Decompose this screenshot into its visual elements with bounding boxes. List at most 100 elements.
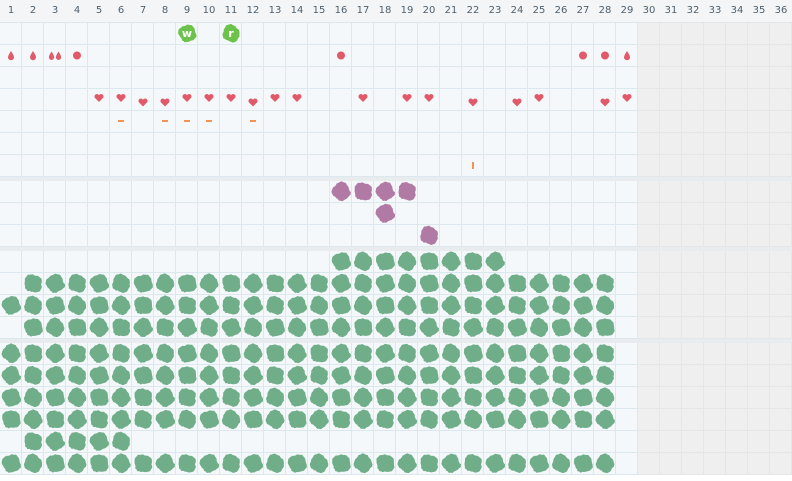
grid-cell[interactable] bbox=[22, 225, 44, 247]
green-blob-icon[interactable] bbox=[286, 273, 308, 295]
grid-cell[interactable] bbox=[198, 251, 220, 273]
grid-cell[interactable] bbox=[132, 251, 154, 273]
green-blob-icon[interactable] bbox=[506, 273, 528, 295]
grid-cell[interactable] bbox=[550, 203, 572, 225]
green-blob-icon[interactable] bbox=[88, 317, 110, 339]
grid-cell[interactable] bbox=[660, 251, 682, 273]
grid-cell[interactable] bbox=[638, 387, 660, 409]
green-blob-icon[interactable] bbox=[374, 343, 396, 365]
purple-blob-icon[interactable] bbox=[396, 181, 418, 203]
grid-cell[interactable] bbox=[66, 89, 88, 111]
grid-cell[interactable] bbox=[748, 317, 770, 339]
grid-cell[interactable] bbox=[110, 67, 132, 89]
grid-cell[interactable] bbox=[44, 89, 66, 111]
grid-cell[interactable] bbox=[528, 181, 550, 203]
grid-cell[interactable] bbox=[66, 181, 88, 203]
green-blob-icon[interactable] bbox=[572, 409, 594, 431]
grid-cell[interactable] bbox=[506, 251, 528, 273]
grid-cell[interactable] bbox=[594, 133, 616, 155]
grid-cell[interactable] bbox=[308, 67, 330, 89]
green-blob-icon[interactable] bbox=[154, 453, 176, 475]
green-blob-icon[interactable] bbox=[44, 453, 66, 475]
green-blob-icon[interactable] bbox=[176, 365, 198, 387]
green-blob-icon[interactable] bbox=[198, 343, 220, 365]
day-header-3[interactable]: 3 bbox=[51, 5, 59, 16]
green-blob-icon[interactable] bbox=[308, 273, 330, 295]
grid-cell[interactable] bbox=[704, 23, 726, 45]
grid-cell[interactable] bbox=[704, 45, 726, 67]
grid-cell[interactable] bbox=[550, 89, 572, 111]
day-header-4[interactable]: 4 bbox=[73, 5, 81, 16]
green-blob-icon[interactable] bbox=[286, 453, 308, 475]
grid-cell[interactable] bbox=[682, 273, 704, 295]
grid-cell[interactable] bbox=[506, 155, 528, 177]
grid-cell[interactable] bbox=[638, 203, 660, 225]
grid-cell[interactable] bbox=[770, 343, 792, 365]
green-blob-icon[interactable] bbox=[198, 295, 220, 317]
green-blob-icon[interactable] bbox=[88, 273, 110, 295]
grid-cell[interactable] bbox=[88, 203, 110, 225]
heart-icon[interactable] bbox=[506, 89, 528, 111]
green-blob-icon[interactable] bbox=[264, 365, 286, 387]
grid-cell[interactable] bbox=[132, 225, 154, 247]
grid-cell[interactable] bbox=[770, 133, 792, 155]
green-blob-icon[interactable] bbox=[396, 365, 418, 387]
green-blob-icon[interactable] bbox=[176, 317, 198, 339]
grid-cell[interactable] bbox=[704, 453, 726, 475]
green-blob-icon[interactable] bbox=[110, 409, 132, 431]
grid-cell[interactable] bbox=[352, 431, 374, 453]
green-blob-icon[interactable] bbox=[110, 317, 132, 339]
grid-cell[interactable] bbox=[264, 203, 286, 225]
grid-cell[interactable] bbox=[22, 67, 44, 89]
grid-cell[interactable] bbox=[660, 343, 682, 365]
green-blob-icon[interactable] bbox=[44, 295, 66, 317]
grid-cell[interactable] bbox=[22, 133, 44, 155]
grid-cell[interactable] bbox=[528, 225, 550, 247]
grid-cell[interactable] bbox=[44, 67, 66, 89]
heart-icon[interactable] bbox=[132, 89, 154, 111]
grid-cell[interactable] bbox=[0, 23, 22, 45]
grid-cell[interactable] bbox=[638, 225, 660, 247]
grid-cell[interactable] bbox=[726, 225, 748, 247]
heart-icon[interactable] bbox=[594, 89, 616, 111]
grid-cell[interactable] bbox=[308, 45, 330, 67]
grid-cell[interactable] bbox=[484, 45, 506, 67]
grid-cell[interactable] bbox=[506, 181, 528, 203]
grid-cell[interactable] bbox=[132, 111, 154, 133]
blood-drop-icon[interactable] bbox=[22, 45, 44, 67]
green-blob-icon[interactable] bbox=[110, 431, 132, 453]
green-blob-icon[interactable] bbox=[88, 453, 110, 475]
grid-cell[interactable] bbox=[770, 273, 792, 295]
grid-cell[interactable] bbox=[660, 67, 682, 89]
grid-cell[interactable] bbox=[594, 181, 616, 203]
day-header-14[interactable]: 14 bbox=[290, 5, 304, 16]
green-blob-icon[interactable] bbox=[198, 317, 220, 339]
green-blob-icon[interactable] bbox=[132, 365, 154, 387]
grid-cell[interactable] bbox=[220, 251, 242, 273]
green-blob-icon[interactable] bbox=[264, 387, 286, 409]
grid-cell[interactable] bbox=[616, 431, 638, 453]
grid-cell[interactable] bbox=[748, 251, 770, 273]
grid-cell[interactable] bbox=[704, 317, 726, 339]
dash-marker-icon[interactable] bbox=[198, 111, 220, 133]
green-blob-icon[interactable] bbox=[374, 317, 396, 339]
grid-cell[interactable] bbox=[594, 431, 616, 453]
grid-cell[interactable] bbox=[308, 133, 330, 155]
green-blob-icon[interactable] bbox=[352, 273, 374, 295]
day-header-30[interactable]: 30 bbox=[642, 5, 656, 16]
green-blob-icon[interactable] bbox=[594, 365, 616, 387]
grid-cell[interactable] bbox=[704, 181, 726, 203]
grid-cell[interactable] bbox=[616, 67, 638, 89]
green-blob-icon[interactable] bbox=[308, 387, 330, 409]
grid-cell[interactable] bbox=[748, 111, 770, 133]
grid-cell[interactable] bbox=[0, 155, 22, 177]
green-blob-icon[interactable] bbox=[286, 343, 308, 365]
grid-cell[interactable] bbox=[242, 181, 264, 203]
green-blob-icon[interactable] bbox=[264, 409, 286, 431]
grid-cell[interactable] bbox=[220, 203, 242, 225]
grid-cell[interactable] bbox=[638, 343, 660, 365]
green-blob-icon[interactable] bbox=[572, 453, 594, 475]
green-blob-icon[interactable] bbox=[550, 365, 572, 387]
grid-cell[interactable] bbox=[726, 67, 748, 89]
grid-cell[interactable] bbox=[770, 387, 792, 409]
